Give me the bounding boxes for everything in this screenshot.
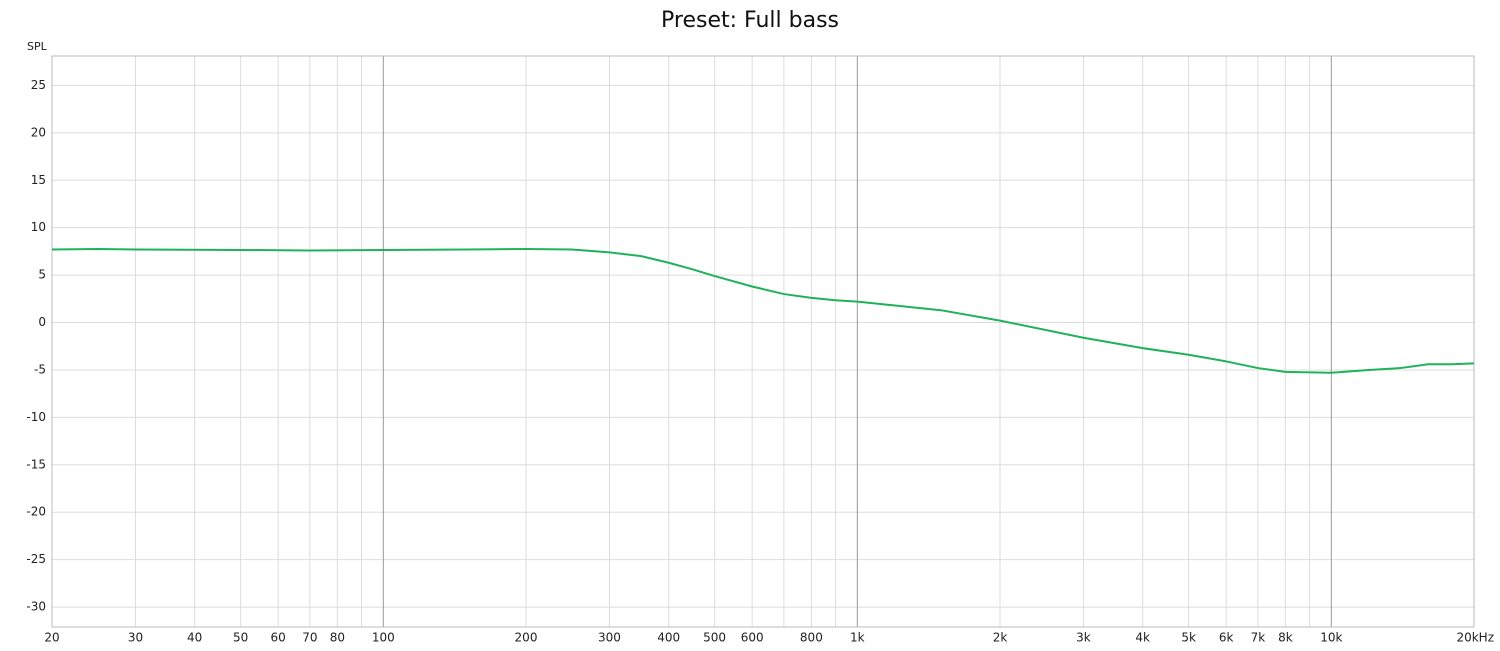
plot-border <box>51 55 1475 628</box>
response-curve <box>51 248 1475 374</box>
x-tick-label: 2k <box>993 631 1008 645</box>
x-tick-label: 7k <box>1251 631 1266 645</box>
plot-area <box>51 55 1475 628</box>
x-tick-label: 600 <box>741 631 764 645</box>
x-tick-label: 1k <box>850 631 865 645</box>
x-tick-label: 30 <box>128 631 143 645</box>
chart-title: Preset: Full bass <box>661 8 839 33</box>
y-tick-label: -10 <box>26 410 46 424</box>
x-tick-label: 5k <box>1181 631 1196 645</box>
y-tick-label: -25 <box>26 552 46 566</box>
y-tick-label: -5 <box>34 362 46 376</box>
x-tick-label: 40 <box>187 631 202 645</box>
x-tick-label: 3k <box>1076 631 1091 645</box>
x-tick-label: 500 <box>703 631 726 645</box>
x-tick-label: 8k <box>1278 631 1293 645</box>
x-tick-label: 70 <box>302 631 317 645</box>
x-tick-label: 60 <box>271 631 286 645</box>
y-tick-label: 20 <box>31 125 46 139</box>
x-tick-label: 80 <box>330 631 345 645</box>
x-tick-label: 4k <box>1135 631 1150 645</box>
y-tick-label: -30 <box>26 600 46 614</box>
y-tick-label: -15 <box>26 457 46 471</box>
y-tick-label: 0 <box>38 315 46 329</box>
x-tick-label: 100 <box>372 631 395 645</box>
x-tick-label: 6k <box>1219 631 1234 645</box>
x-tick-label: 20kHz <box>1456 631 1494 645</box>
x-tick-label: 50 <box>233 631 248 645</box>
y-axis-label: SPL <box>27 40 48 53</box>
y-tick-label: 10 <box>31 220 46 234</box>
y-tick-label: 25 <box>31 78 46 92</box>
x-tick-label: 800 <box>800 631 823 645</box>
x-tick-label: 20 <box>44 631 59 645</box>
y-tick-label: -20 <box>26 505 46 519</box>
y-tick-label: 5 <box>38 268 46 282</box>
x-tick-label: 10k <box>1320 631 1342 645</box>
x-tick-label: 400 <box>657 631 680 645</box>
x-tick-label: 200 <box>515 631 538 645</box>
y-tick-label: 15 <box>31 173 46 187</box>
x-tick-label: 300 <box>598 631 621 645</box>
